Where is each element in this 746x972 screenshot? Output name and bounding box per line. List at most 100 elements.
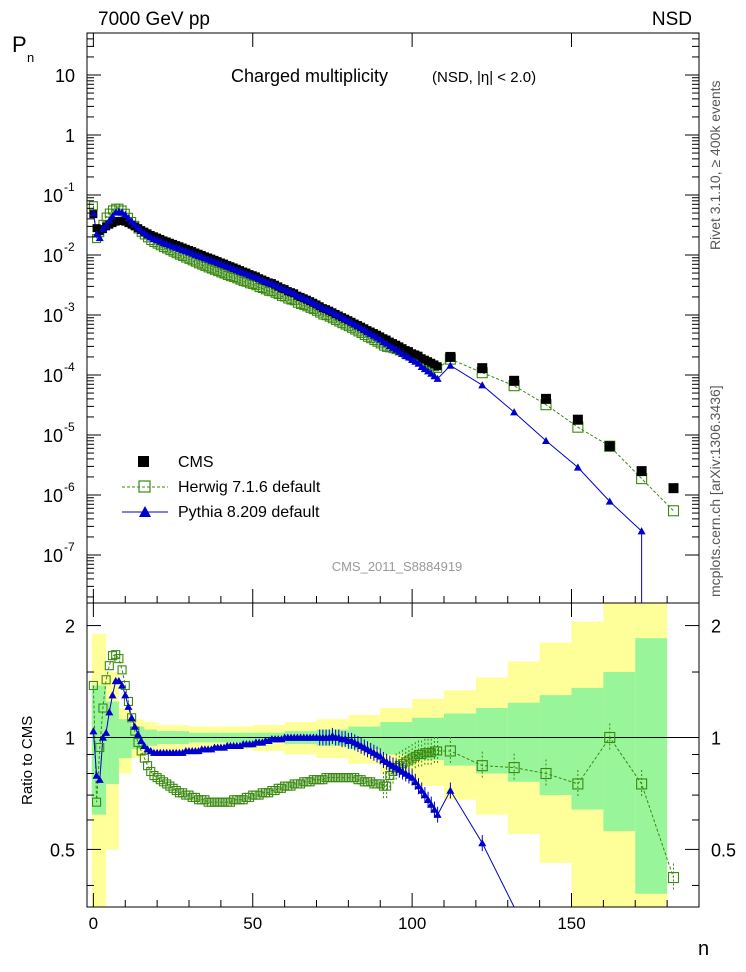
pythia-marker-ratio bbox=[130, 722, 139, 730]
herwig-marker-ratio bbox=[184, 790, 194, 800]
legend-marker-pythia bbox=[139, 506, 151, 517]
pythia-marker-top bbox=[102, 221, 111, 229]
band-inner-2 bbox=[118, 719, 132, 759]
herwig-marker-ratio bbox=[200, 795, 210, 805]
x-tick-label: 150 bbox=[557, 914, 585, 933]
pythia-marker-ratio bbox=[446, 786, 455, 794]
pythia-marker-ratio bbox=[124, 702, 133, 710]
y-axis-title-top: P bbox=[12, 32, 27, 57]
pythia-marker-ratio bbox=[478, 839, 487, 847]
ratio-panel-series bbox=[88, 650, 680, 908]
herwig-marker-top bbox=[209, 265, 220, 275]
pythia-marker-top bbox=[105, 216, 114, 224]
y-tick-label-top: 10 bbox=[43, 366, 63, 386]
herwig-marker-ratio bbox=[366, 777, 376, 787]
pythia-marker-ratio bbox=[114, 676, 123, 685]
herwig-marker-top bbox=[219, 269, 229, 279]
band-inner-14 bbox=[444, 713, 476, 766]
analysis-id-label: CMS_2011_S8884919 bbox=[332, 559, 463, 574]
herwig-marker-ratio bbox=[238, 795, 248, 805]
herwig-marker-top bbox=[248, 279, 258, 290]
herwig-marker-ratio bbox=[92, 797, 102, 807]
y-tick-label-top: 1 bbox=[65, 126, 75, 146]
herwig-marker-top bbox=[216, 268, 226, 278]
pythia-marker-top bbox=[637, 527, 646, 535]
herwig-marker-top bbox=[225, 272, 235, 282]
pythia-marker-ratio bbox=[95, 775, 104, 783]
pythia-marker-ratio bbox=[140, 741, 149, 749]
cms-marker bbox=[572, 414, 583, 425]
herwig-marker-ratio bbox=[476, 760, 488, 772]
cms-marker bbox=[668, 483, 679, 494]
process-label: NSD bbox=[652, 9, 692, 30]
pythia-marker-top bbox=[446, 361, 455, 369]
herwig-marker-ratio bbox=[604, 731, 616, 744]
mcplots-label: mcplots.cern.ch [arXiv:1306.3436] bbox=[707, 385, 723, 597]
herwig-marker-ratio bbox=[318, 775, 328, 785]
legend-marker-cms bbox=[138, 456, 149, 467]
y-tick-label-top-exp: -6 bbox=[64, 480, 75, 494]
y-tick-label-top-exp: -3 bbox=[64, 300, 75, 314]
pythia-marker-ratio bbox=[430, 805, 439, 813]
y-tick-label-top: 10 bbox=[43, 486, 63, 506]
pythia-marker-ratio bbox=[92, 771, 101, 779]
pythia-marker-top bbox=[542, 436, 550, 445]
y-tick-label-top-exp: -4 bbox=[64, 360, 75, 374]
herwig-marker-ratio bbox=[296, 779, 306, 789]
herwig-marker-ratio bbox=[286, 781, 296, 791]
y-tick-label-ratio: 2 bbox=[65, 617, 75, 637]
legend-label-herwig: Herwig 7.1.6 default bbox=[178, 479, 321, 496]
y-tick-label-ratio-right: 0.5 bbox=[711, 840, 736, 860]
pythia-marker-ratio bbox=[89, 727, 98, 735]
ratio-uncertainty-bands bbox=[91, 603, 668, 907]
herwig-marker-top bbox=[235, 275, 245, 285]
y-tick-label-ratio-right: 2 bbox=[711, 617, 721, 637]
pythia-marker-top bbox=[92, 230, 101, 238]
y-tick-label-top: 10 bbox=[43, 186, 63, 206]
herwig-marker-ratio bbox=[417, 749, 427, 760]
herwig-marker-ratio bbox=[178, 788, 188, 798]
pythia-marker-ratio bbox=[411, 777, 420, 786]
pythia-marker-ratio bbox=[427, 800, 436, 808]
herwig-marker-ratio bbox=[88, 680, 98, 691]
pythia-marker-ratio bbox=[376, 752, 385, 760]
cms-marker bbox=[541, 393, 551, 404]
pythia-marker-ratio bbox=[105, 708, 114, 716]
cms-marker bbox=[636, 466, 647, 477]
herwig-marker-ratio bbox=[98, 703, 108, 713]
main-panel-series bbox=[88, 201, 680, 603]
pythia-marker-ratio bbox=[127, 713, 136, 721]
y-tick-label-top-exp: -2 bbox=[64, 240, 75, 254]
herwig-marker-ratio bbox=[245, 792, 255, 802]
legend-marker-herwig bbox=[138, 480, 151, 493]
pythia-marker-ratio bbox=[414, 782, 423, 790]
herwig-marker-top bbox=[222, 270, 232, 281]
pythia-marker-ratio bbox=[417, 786, 426, 794]
herwig-marker-ratio bbox=[636, 778, 648, 790]
energy-label: 7000 GeV pp bbox=[98, 9, 210, 30]
cms-marker bbox=[433, 362, 442, 371]
herwig-marker-ratio bbox=[254, 790, 264, 800]
herwig-marker-top bbox=[232, 274, 242, 284]
herwig-marker-ratio bbox=[382, 781, 392, 791]
herwig-marker-ratio bbox=[433, 746, 443, 756]
y-axis-title-top-subscript: n bbox=[27, 50, 34, 65]
cms-marker bbox=[445, 351, 456, 362]
y-tick-label-top: 10 bbox=[43, 426, 63, 446]
herwig-marker-ratio bbox=[101, 675, 111, 685]
pythia-marker-top bbox=[108, 212, 117, 220]
herwig-marker-ratio bbox=[117, 665, 127, 675]
herwig-marker-ratio bbox=[104, 661, 114, 671]
herwig-marker-ratio bbox=[276, 783, 286, 793]
herwig-marker-top bbox=[667, 505, 680, 517]
herwig-marker-top bbox=[245, 279, 255, 289]
herwig-marker-ratio bbox=[225, 797, 235, 807]
herwig-marker-ratio bbox=[350, 773, 360, 783]
herwig-line-top bbox=[92, 205, 674, 512]
chart-title: Charged multiplicity bbox=[231, 66, 388, 86]
y-tick-label-top-exp: -1 bbox=[64, 180, 75, 194]
pythia-marker-top bbox=[121, 210, 130, 218]
herwig-marker-ratio bbox=[95, 742, 105, 753]
